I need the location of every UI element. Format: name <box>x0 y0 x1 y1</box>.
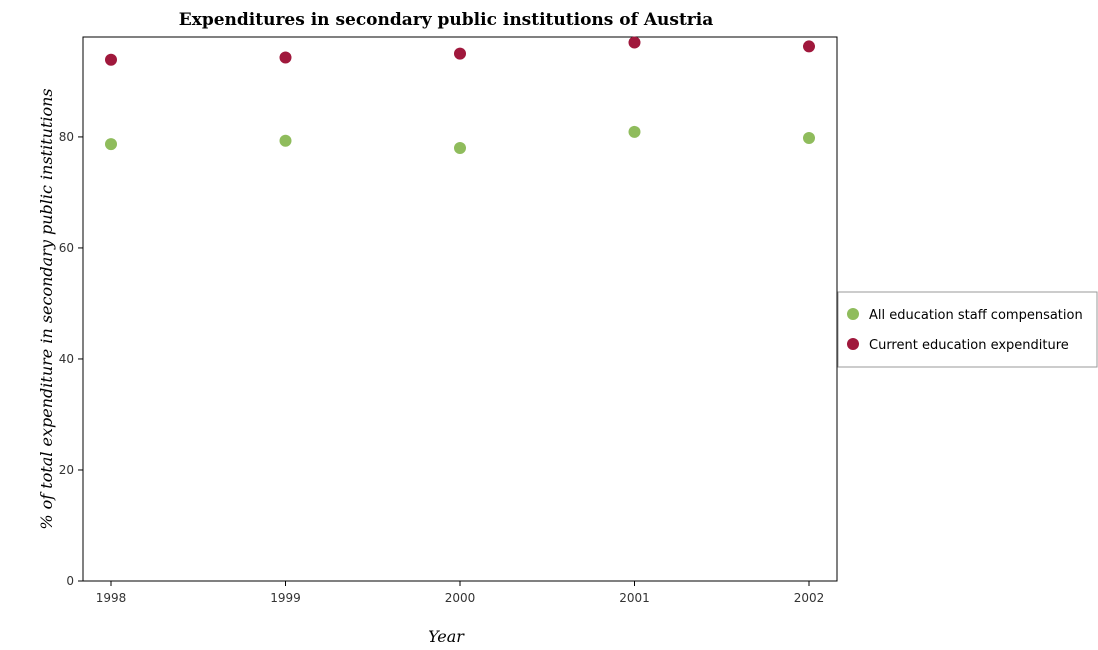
point-current-expenditure <box>454 47 466 60</box>
point-staff-compensation <box>628 125 641 138</box>
data-points <box>105 36 815 155</box>
point-current-expenditure <box>105 53 117 66</box>
x-tick-label: 1998 <box>96 591 127 605</box>
x-axis-label: Year <box>428 627 465 646</box>
point-staff-compensation <box>454 142 466 155</box>
point-current-expenditure <box>279 51 292 64</box>
x-tick-label: 1999 <box>270 591 301 605</box>
point-staff-compensation <box>803 132 815 145</box>
y-tick-label: 20 <box>59 463 74 477</box>
y-tick-label: 80 <box>59 130 74 144</box>
legend-box <box>837 291 1098 368</box>
y-tick-label: 0 <box>66 574 74 588</box>
y-tick-label: 60 <box>59 241 74 255</box>
point-staff-compensation <box>105 138 117 151</box>
plot-area <box>82 36 838 582</box>
point-current-expenditure <box>628 36 641 49</box>
plot-frame <box>82 36 838 582</box>
point-staff-compensation <box>279 134 292 147</box>
chart-title: Expenditures in secondary public institu… <box>179 10 714 30</box>
legend-label-staff-compensation: All education staff compensation <box>869 308 1083 323</box>
legend-marker-current-expenditure <box>847 338 859 350</box>
y-axis: 0 20 40 60 80 <box>59 130 83 588</box>
point-current-expenditure <box>803 40 815 53</box>
x-tick-label: 2000 <box>445 591 476 605</box>
x-tick-label: 2001 <box>619 591 650 605</box>
legend-marker-staff-compensation <box>847 308 859 320</box>
legend: All education staff compensation Current… <box>837 291 1098 368</box>
x-tick-label: 2002 <box>794 591 825 605</box>
y-axis-label: % of total expenditure in secondary publ… <box>37 88 56 529</box>
x-axis: 1998 1999 2000 2001 2002 <box>96 581 825 605</box>
y-tick-label: 40 <box>59 352 74 366</box>
legend-label-current-expenditure: Current education expenditure <box>869 338 1069 353</box>
